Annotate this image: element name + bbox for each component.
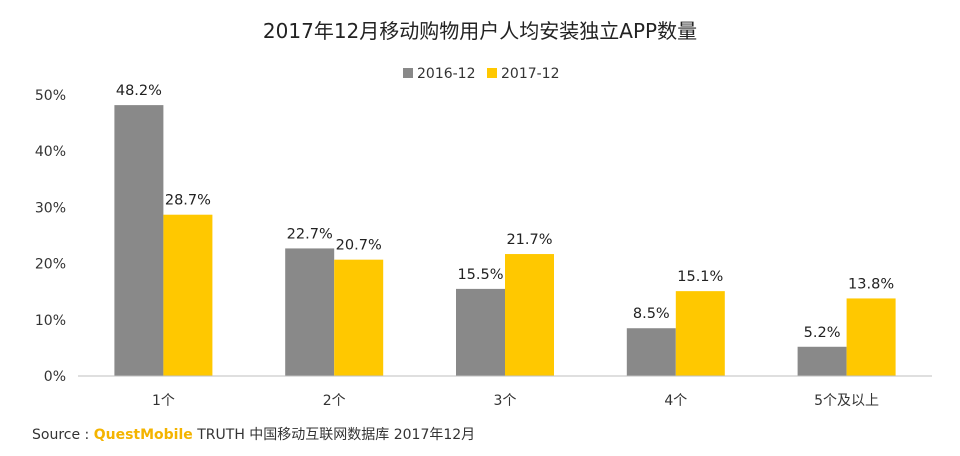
data-label: 15.1%	[677, 269, 723, 285]
data-label: 22.7%	[287, 226, 333, 242]
y-tick-label: 0%	[44, 369, 66, 385]
x-tick-label: 2个	[323, 393, 346, 409]
y-tick-label: 50%	[35, 88, 66, 104]
bar-2016-12-3个	[456, 288, 505, 376]
bar-2017-12-2个	[334, 259, 384, 376]
x-tick-label: 3个	[494, 393, 517, 409]
bar-2017-12-5个及以上	[846, 298, 896, 376]
x-axis: 1个 2个 3个 4个 5个及以上	[152, 393, 879, 409]
y-tick-label: 20%	[35, 257, 66, 273]
x-tick-label: 4个	[664, 393, 687, 409]
chart-title: 2017年12月移动购物用户人均安装独立APP数量	[263, 19, 697, 43]
legend-swatch	[487, 68, 497, 78]
bar-2016-12-5个及以上	[797, 346, 847, 376]
data-label: 48.2%	[116, 83, 162, 99]
bar-2016-12-2个	[285, 248, 335, 376]
y-axis: 0% 10% 20% 30% 40% 50%	[35, 88, 66, 385]
x-tick-label: 1个	[152, 393, 175, 409]
source-brand: QuestMobile	[93, 427, 193, 443]
source-rest: TRUTH 中国移动互联网数据库 2017年12月	[197, 427, 476, 443]
x-tick-label: 5个及以上	[814, 393, 879, 409]
bar-2017-12-3个	[505, 254, 554, 376]
bar-2017-12-1个	[163, 214, 213, 376]
y-tick-label: 30%	[35, 200, 66, 216]
legend-label: 2017-12	[501, 66, 560, 82]
y-tick-label: 40%	[35, 144, 66, 160]
legend-swatch	[403, 68, 413, 78]
y-tick-label: 10%	[35, 313, 66, 329]
legend: 2016-12 2017-12	[403, 66, 560, 82]
bar-2016-12-1个	[114, 105, 164, 376]
data-label: 20.7%	[336, 238, 382, 254]
data-label: 28.7%	[165, 193, 211, 209]
bar-2017-12-4个	[675, 291, 725, 376]
bars: 48.2% 28.7% 22.7%20.7% 15.5% 21.7% 8.5% 15.1% 5…	[114, 83, 896, 376]
source-note: Source : QuestMobile TRUTH 中国移动互联网数据库 20…	[32, 424, 475, 444]
bar-2016-12-4个	[626, 328, 676, 376]
source-prefix: Source :	[32, 427, 90, 443]
data-label: 13.8%	[848, 276, 894, 292]
data-label: 5.2%	[804, 325, 841, 341]
data-label: 8.5%	[633, 306, 670, 322]
legend-label: 2016-12	[417, 66, 476, 82]
data-label: 15.5%	[457, 267, 503, 283]
data-label: 21.7%	[506, 232, 552, 248]
